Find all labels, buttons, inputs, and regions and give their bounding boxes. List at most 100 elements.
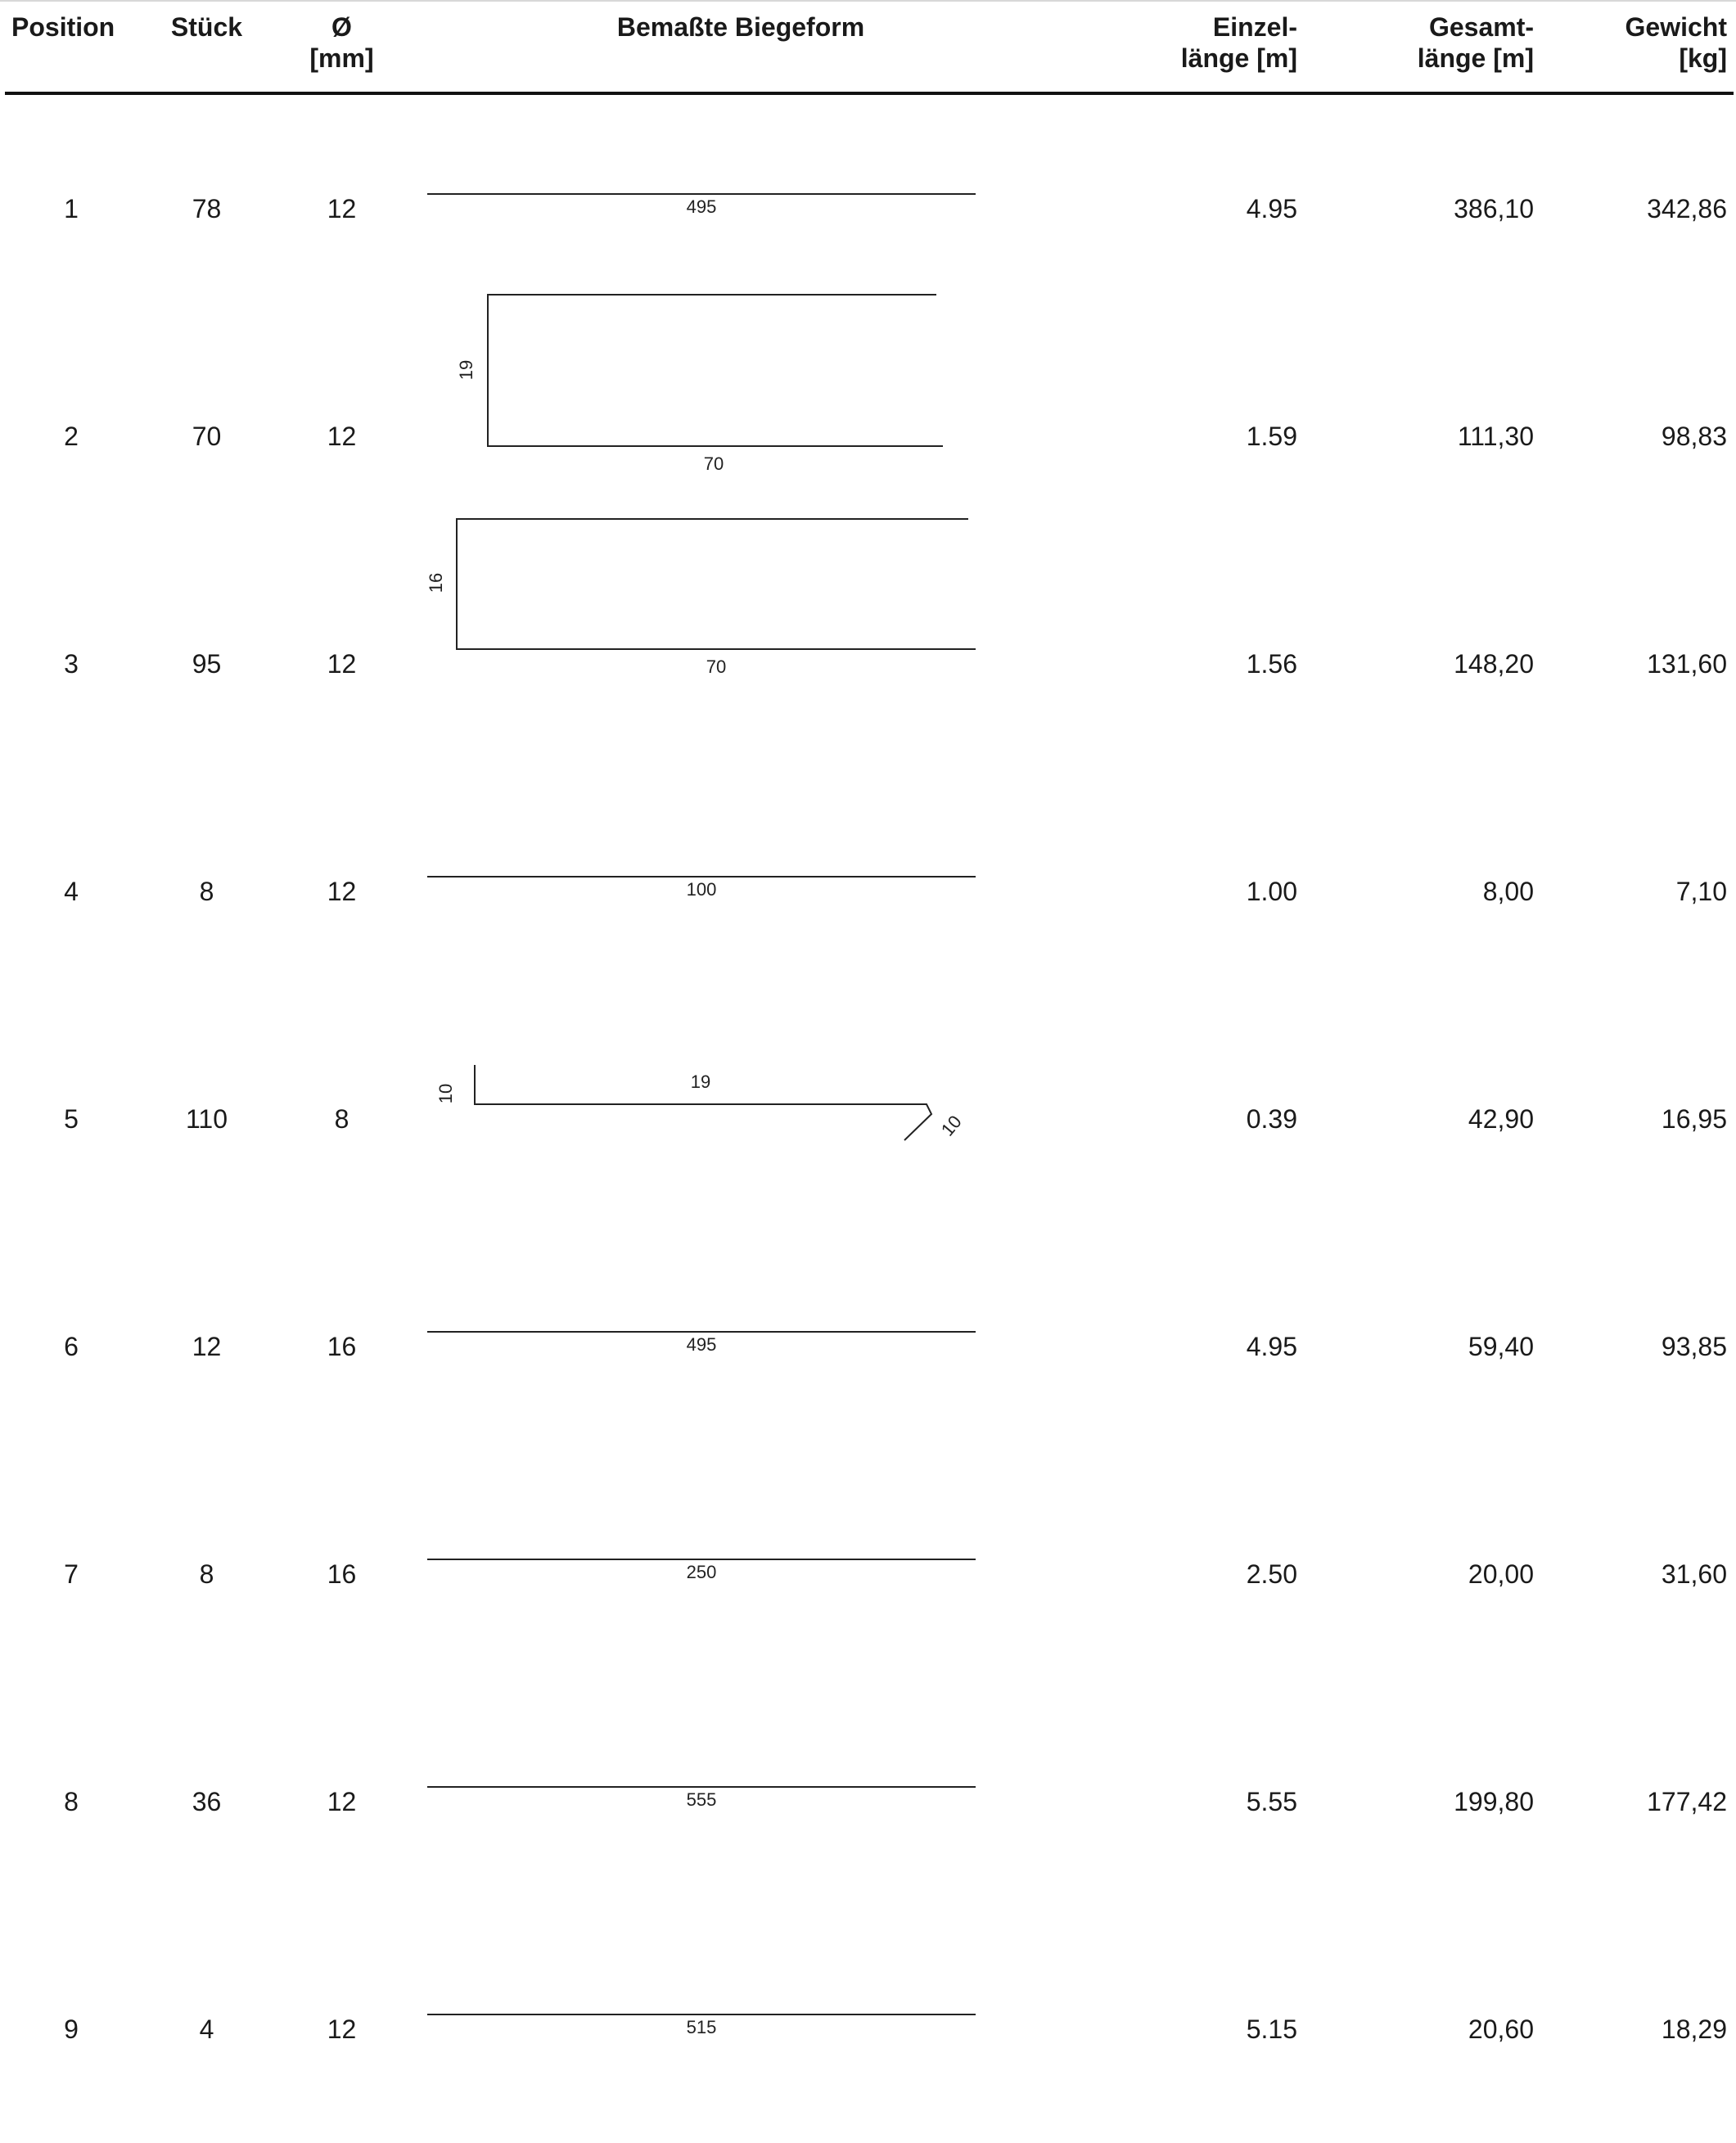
bending-shape-drawing: 100 bbox=[427, 876, 976, 900]
cell-stueck: 95 bbox=[192, 649, 222, 679]
cell-diameter: 16 bbox=[327, 1559, 357, 1589]
cell-gesamt: 42,90 bbox=[1468, 1104, 1534, 1134]
cell-stueck: 70 bbox=[192, 422, 222, 451]
header-divider bbox=[5, 92, 1734, 95]
cell-stueck: 78 bbox=[192, 194, 222, 223]
table-row: 6 12 16 4.95 59,40 93,85 495 bbox=[0, 1233, 1736, 1460]
cell-gesamt: 20,00 bbox=[1468, 1559, 1534, 1589]
cell-stueck: 12 bbox=[192, 1332, 222, 1361]
header-gesamtlaenge: Gesamt- länge [m] bbox=[1326, 11, 1534, 74]
cell-diameter: 12 bbox=[327, 877, 357, 906]
dimension-label: 100 bbox=[687, 879, 717, 900]
header-gewicht: Gewicht [kg] bbox=[1555, 11, 1727, 74]
bending-shape-drawing: 495 bbox=[427, 1331, 976, 1355]
bending-shape-drawing: 10 19 10 bbox=[435, 1065, 966, 1141]
cell-position: 3 bbox=[64, 649, 79, 679]
cell-diameter: 8 bbox=[334, 1104, 349, 1134]
cell-einzel: 5.55 bbox=[1246, 1787, 1297, 1816]
dimension-label: 19 bbox=[456, 360, 476, 380]
cell-gesamt: 199,80 bbox=[1454, 1787, 1534, 1816]
bar-line bbox=[456, 518, 976, 650]
cell-einzel: 4.95 bbox=[1246, 194, 1297, 223]
cell-einzel: 5.15 bbox=[1246, 2014, 1297, 2044]
dimension-label: 250 bbox=[687, 1562, 717, 1582]
header-biegeform-label: Bemaßte Biegeform bbox=[616, 12, 865, 42]
header-einzel-line2: länge [m] bbox=[1180, 43, 1297, 73]
header-diameter: Ø [mm] bbox=[278, 11, 405, 74]
header-biegeform: Bemaßte Biegeform bbox=[413, 11, 1068, 43]
cell-diameter: 12 bbox=[327, 194, 357, 223]
cell-position: 4 bbox=[64, 877, 79, 906]
cell-gesamt: 20,60 bbox=[1468, 2014, 1534, 2044]
table-row: 8 36 12 5.55 199,80 177,42 555 bbox=[0, 1688, 1736, 1915]
cell-diameter: 12 bbox=[327, 2014, 357, 2044]
cell-gesamt: 148,20 bbox=[1454, 649, 1534, 679]
header-gewicht-line2: [kg] bbox=[1679, 43, 1727, 73]
bar-line bbox=[474, 1065, 933, 1141]
cell-einzel: 1.59 bbox=[1246, 422, 1297, 451]
cell-gesamt: 59,40 bbox=[1468, 1332, 1534, 1361]
cell-gewicht: 131,60 bbox=[1647, 649, 1727, 679]
cell-gewicht: 16,95 bbox=[1661, 1104, 1727, 1134]
cell-gewicht: 31,60 bbox=[1661, 1559, 1727, 1589]
cell-gesamt: 8,00 bbox=[1482, 877, 1534, 906]
header-position-label: Position bbox=[11, 12, 115, 42]
cell-diameter: 12 bbox=[327, 422, 357, 451]
table-row: 3 95 12 1.56 148,20 131,60 16 70 bbox=[0, 518, 1736, 778]
dimension-label: 70 bbox=[706, 656, 726, 677]
cell-diameter: 12 bbox=[327, 649, 357, 679]
cell-diameter: 12 bbox=[327, 1787, 357, 1816]
cell-gewicht: 18,29 bbox=[1661, 2014, 1727, 2044]
header-einzellaenge: Einzel- länge [m] bbox=[1097, 11, 1297, 74]
dimension-label: 70 bbox=[704, 453, 724, 474]
header-stueck-label: Stück bbox=[170, 12, 243, 42]
top-border bbox=[0, 0, 1736, 2]
bar-line bbox=[487, 294, 943, 447]
dimension-label: 10 bbox=[937, 1112, 966, 1140]
cell-position: 2 bbox=[64, 422, 79, 451]
bending-shape-drawing: 495 bbox=[427, 193, 976, 217]
bending-shape-drawing: 515 bbox=[427, 2014, 976, 2037]
cell-stueck: 4 bbox=[199, 2014, 214, 2044]
dimension-label: 495 bbox=[687, 1334, 717, 1355]
table-row: 9 4 12 5.15 20,60 18,29 515 bbox=[0, 1915, 1736, 2143]
cell-gewicht: 342,86 bbox=[1647, 194, 1727, 223]
cell-position: 5 bbox=[64, 1104, 79, 1134]
cell-gewicht: 93,85 bbox=[1661, 1332, 1727, 1361]
dimension-label: 16 bbox=[426, 573, 446, 593]
table-row: 1 78 12 4.95 386,10 342,86 495 bbox=[0, 95, 1736, 323]
cell-einzel: 1.00 bbox=[1246, 877, 1297, 906]
header-diameter-unit: [mm] bbox=[309, 43, 374, 73]
header-stueck: Stück bbox=[147, 11, 266, 43]
dimension-label: 10 bbox=[435, 1084, 456, 1103]
cell-position: 1 bbox=[64, 194, 79, 223]
cell-einzel: 2.50 bbox=[1246, 1559, 1297, 1589]
bending-shape-drawing: 250 bbox=[427, 1559, 976, 1582]
table-row: 2 70 12 1.59 111,30 98,83 19 70 bbox=[0, 294, 1736, 550]
rebar-schedule-sheet: Position Stück Ø [mm] Bemaßte Biegeform … bbox=[0, 0, 1736, 2044]
cell-einzel: 0.39 bbox=[1246, 1104, 1297, 1134]
cell-diameter: 16 bbox=[327, 1332, 357, 1361]
cell-position: 8 bbox=[64, 1787, 79, 1816]
cell-gewicht: 7,10 bbox=[1675, 877, 1727, 906]
cell-gesamt: 386,10 bbox=[1454, 194, 1534, 223]
cell-stueck: 8 bbox=[199, 877, 214, 906]
bending-shape-drawing: 555 bbox=[427, 1786, 976, 1810]
dimension-label: 495 bbox=[687, 196, 717, 217]
cell-gewicht: 177,42 bbox=[1647, 1787, 1727, 1816]
header-gesamt-line1: Gesamt- bbox=[1428, 12, 1534, 42]
table-row: 4 8 12 1.00 8,00 7,10 100 bbox=[0, 778, 1736, 1005]
cell-position: 6 bbox=[64, 1332, 79, 1361]
cell-gewicht: 98,83 bbox=[1661, 422, 1727, 451]
header-position: Position bbox=[11, 11, 142, 43]
cell-position: 9 bbox=[64, 2014, 79, 2044]
dimension-label: 19 bbox=[691, 1072, 710, 1092]
cell-stueck: 8 bbox=[199, 1559, 214, 1589]
dimension-label: 515 bbox=[687, 2017, 717, 2037]
cell-position: 7 bbox=[64, 1559, 79, 1589]
header-diameter-symbol: Ø bbox=[331, 12, 352, 42]
header-gesamt-line2: länge [m] bbox=[1417, 43, 1534, 73]
header-gewicht-line1: Gewicht bbox=[1625, 12, 1727, 42]
